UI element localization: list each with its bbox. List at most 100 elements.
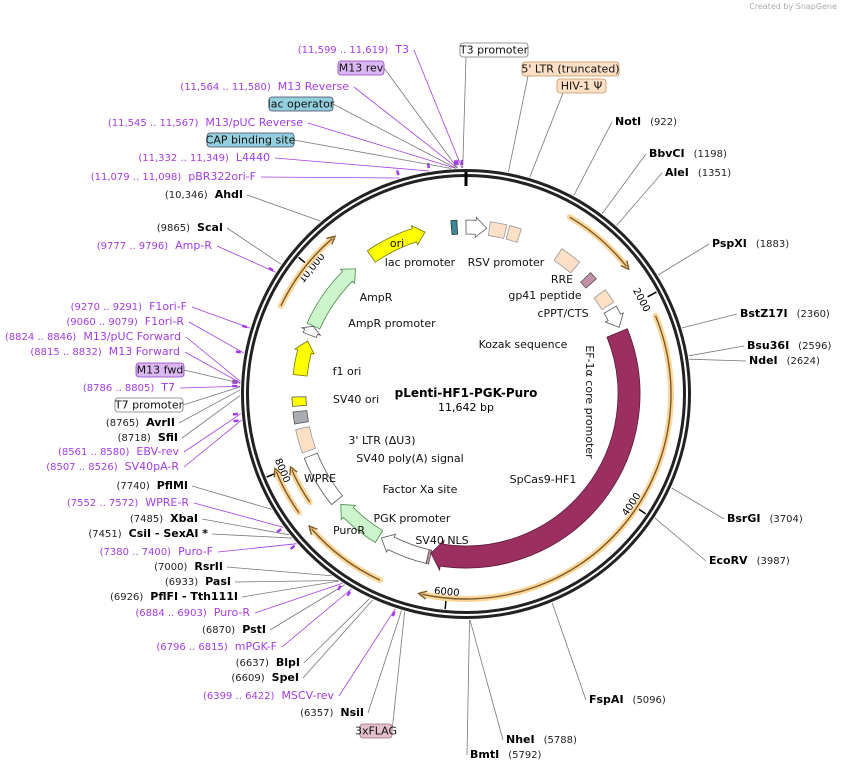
feature-label[interactable]: 3' LTR (ΔU3) (348, 434, 415, 447)
primer-binding-mark (241, 324, 248, 329)
enzyme-site-label[interactable]: (9865) ScaI (157, 221, 223, 234)
enzyme-site-label[interactable]: BsrGI (3704) (727, 512, 803, 525)
feature-label[interactable]: WPRE (304, 472, 336, 485)
enzyme-site-label[interactable]: FspAI (5096) (589, 693, 666, 706)
feature-label[interactable]: Factor Xa site (383, 483, 458, 496)
feature-rre[interactable] (553, 248, 581, 274)
enzyme-site-label[interactable]: NdeI (2624) (749, 354, 820, 367)
primer-label[interactable]: (8824 .. 8846) M13/pUC Forward (5, 330, 181, 343)
orf-arc[interactable] (291, 469, 311, 503)
enzyme-site-label[interactable]: (7451) CsiI - SexAI * (88, 527, 208, 540)
primer-label[interactable]: (11,545 .. 11,567) M13/pUC Reverse (108, 116, 303, 129)
feature-tag[interactable] (114, 397, 184, 413)
feature-label[interactable]: gp41 peptide (508, 289, 582, 302)
feature-tag[interactable] (337, 60, 385, 76)
enzyme-site-label[interactable]: (6637) BlpI (236, 656, 300, 669)
feature-label[interactable]: Kozak sequence (479, 338, 568, 351)
primer-label[interactable]: (11,332 .. 11,349) L4440 (138, 151, 270, 164)
feature-ori[interactable] (366, 224, 426, 263)
enzyme-site-label[interactable]: (10,346) AhdI (165, 188, 243, 201)
orf-arc[interactable] (422, 315, 672, 600)
enzyme-site-label[interactable]: EcoRV (3987) (709, 554, 790, 567)
enzyme-site-label[interactable]: BmtI (5792) (470, 748, 542, 761)
feature-tag[interactable] (521, 61, 620, 77)
enzyme-site-label[interactable]: (6870) PstI (202, 623, 266, 636)
feature-label[interactable]: PuroR (333, 524, 365, 537)
feature-tag[interactable] (268, 96, 334, 112)
feature-tag[interactable] (359, 723, 393, 739)
feature-label[interactable]: EF-1α core promoter (583, 345, 596, 459)
primer-label[interactable]: (11,564 .. 11,580) M13 Reverse (180, 80, 349, 93)
feature-ef-1-core-promoter[interactable] (603, 305, 624, 328)
feature-wpre[interactable] (303, 452, 344, 506)
enzyme-site-label[interactable]: NheI (5788) (506, 733, 577, 746)
enzyme-site-label[interactable]: Bsu36I (2596) (747, 339, 832, 352)
feature-f1-ori[interactable] (292, 340, 315, 377)
enzyme-site-label[interactable]: (6357) NsiI (300, 706, 364, 719)
primer-label[interactable]: (8507 .. 8526) SV40pA-R (46, 460, 179, 473)
primer-label[interactable]: (11,599 .. 11,619) T3 (298, 43, 409, 56)
feature-tag[interactable] (459, 42, 529, 58)
feature-label[interactable]: AmpR (360, 291, 393, 304)
enzyme-site-label[interactable]: (7000) RsrII (154, 560, 223, 573)
primer-label[interactable]: (8786 .. 8805) T7 (83, 381, 175, 394)
primer-label[interactable]: (6884 .. 6903) Puro-R (135, 606, 250, 619)
orf-arc[interactable] (310, 528, 381, 581)
primer-label[interactable]: (11,079 .. 11,098) pBR322ori-F (91, 170, 256, 183)
enzyme-site-label[interactable]: (8718) SfiI (118, 431, 178, 444)
feature-tag[interactable] (556, 78, 607, 94)
feature-label[interactable]: f1 ori (333, 365, 362, 378)
primer-label[interactable]: (7380 .. 7400) Puro-F (100, 545, 213, 558)
enzyme-site-label[interactable]: AleI (1351) (665, 166, 731, 179)
feature-spcas9-hf1[interactable] (430, 328, 641, 572)
feature-label[interactable]: RSV promoter (468, 256, 545, 269)
feature-tag[interactable] (206, 132, 295, 148)
enzyme-site-label[interactable]: (7740) PflMI (116, 479, 188, 492)
feature-sv40-ori[interactable] (291, 396, 307, 407)
feature-tag[interactable] (135, 362, 185, 378)
feature-label[interactable]: AmpR promoter (348, 317, 436, 330)
feature-label[interactable]: lac promoter (385, 256, 456, 269)
feature-label[interactable]: SpCas9-HF1 (510, 473, 577, 486)
feature-rsv-promoter[interactable] (465, 216, 488, 239)
feature-label[interactable]: RRE (551, 273, 573, 286)
feature-lac-promoter[interactable] (450, 219, 459, 236)
primer-label[interactable]: (9777 .. 9796) Amp-R (97, 239, 213, 252)
enzyme-site-label[interactable]: NotI (922) (615, 115, 677, 128)
feature-ampr[interactable] (306, 268, 356, 330)
feature-label[interactable]: SV40 ori (333, 393, 379, 406)
primer-label[interactable]: (8815 .. 8832) M13 Forward (30, 345, 180, 358)
enzyme-site-label[interactable]: (8765) AvrII (106, 416, 175, 429)
enzyme-site-label[interactable]: (6609) SpeI (231, 671, 299, 684)
feature-ampr-promoter[interactable] (300, 325, 322, 339)
feature-label[interactable]: ori (390, 237, 404, 250)
enzyme-site-label[interactable]: BbvCI (1198) (649, 147, 727, 160)
primer-label[interactable]: (8561 .. 8580) EBV-rev (58, 445, 179, 458)
enzyme-site-label[interactable]: BstZ17I (2360) (740, 307, 830, 320)
feature-label[interactable]: cPPT/CTS (537, 307, 588, 320)
feature-sv40-nls[interactable] (425, 549, 433, 565)
feature-5-ltr-truncated-[interactable] (487, 221, 508, 239)
feature-3-ltr-u3-[interactable] (295, 426, 317, 454)
enzyme-site-label[interactable]: (6926) PflFI - Tth111I (110, 590, 238, 603)
feature-puror[interactable] (340, 504, 384, 544)
feature-label[interactable]: PGK promoter (374, 512, 451, 525)
enzyme-site-label[interactable]: (6933) PasI (165, 575, 231, 588)
enzyme-site-label[interactable]: PspXI (1883) (712, 237, 789, 250)
orf-arc[interactable] (280, 238, 333, 307)
feature-hiv-1-[interactable] (505, 225, 522, 243)
primer-label[interactable]: (6796 .. 6815) mPGK-F (156, 640, 277, 653)
feature-label[interactable]: SV40 poly(A) signal (356, 452, 463, 465)
primer-label[interactable]: (9270 .. 9291) F1ori-F (71, 300, 187, 313)
feature-label[interactable]: SV40 NLS (415, 534, 468, 547)
feature-gp41-peptide[interactable] (580, 272, 597, 289)
feature-sv40-poly-a-signal[interactable] (292, 410, 309, 425)
primer-label[interactable]: (7552 .. 7572) WPRE-R (67, 496, 189, 509)
orf-arc[interactable] (569, 216, 627, 267)
primer-label[interactable]: (6399 .. 6422) MSCV-rev (203, 689, 334, 702)
enzyme-site-label[interactable]: (7485) XbaI (130, 512, 198, 525)
feature-cppt-cts[interactable] (593, 289, 615, 311)
primer-label[interactable]: (9060 .. 9079) F1ori-R (66, 315, 184, 328)
feature-pgk-promoter[interactable] (380, 533, 430, 564)
orf-arc[interactable] (275, 471, 300, 514)
